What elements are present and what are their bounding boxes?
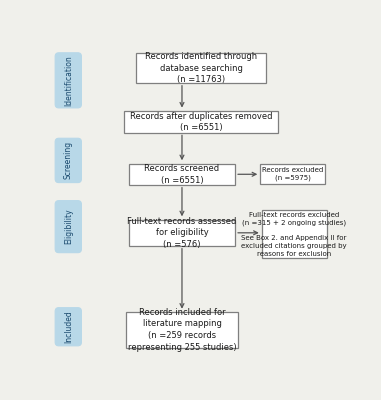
Text: Records excluded
(n =5975): Records excluded (n =5975): [262, 167, 323, 182]
FancyBboxPatch shape: [126, 312, 238, 348]
FancyBboxPatch shape: [55, 53, 82, 108]
Text: Eligibility: Eligibility: [64, 209, 73, 244]
FancyBboxPatch shape: [136, 53, 266, 83]
FancyBboxPatch shape: [125, 111, 278, 133]
Text: Records identified through
database searching
(n =11763): Records identified through database sear…: [145, 52, 257, 84]
Text: Full-text records assessed
for eligibility
(n =576): Full-text records assessed for eligibili…: [127, 216, 237, 249]
Text: Records screened
(n =6551): Records screened (n =6551): [144, 164, 219, 185]
Text: Screening: Screening: [64, 141, 73, 180]
FancyBboxPatch shape: [129, 164, 235, 185]
Text: Included: Included: [64, 310, 73, 343]
Text: Identification: Identification: [64, 55, 73, 106]
FancyBboxPatch shape: [260, 164, 325, 184]
FancyBboxPatch shape: [55, 201, 82, 253]
FancyBboxPatch shape: [55, 138, 82, 182]
Text: Records included for
literature mapping
(n =259 records
representing 255 studies: Records included for literature mapping …: [128, 308, 236, 352]
FancyBboxPatch shape: [129, 220, 235, 246]
FancyBboxPatch shape: [55, 308, 82, 346]
Text: Full-text records excluded
(n =315 + 2 ongoing studies)

See Box 2. and Appendix: Full-text records excluded (n =315 + 2 o…: [242, 212, 347, 257]
FancyBboxPatch shape: [262, 210, 327, 258]
Text: Records after duplicates removed
(n =6551): Records after duplicates removed (n =655…: [130, 112, 272, 132]
